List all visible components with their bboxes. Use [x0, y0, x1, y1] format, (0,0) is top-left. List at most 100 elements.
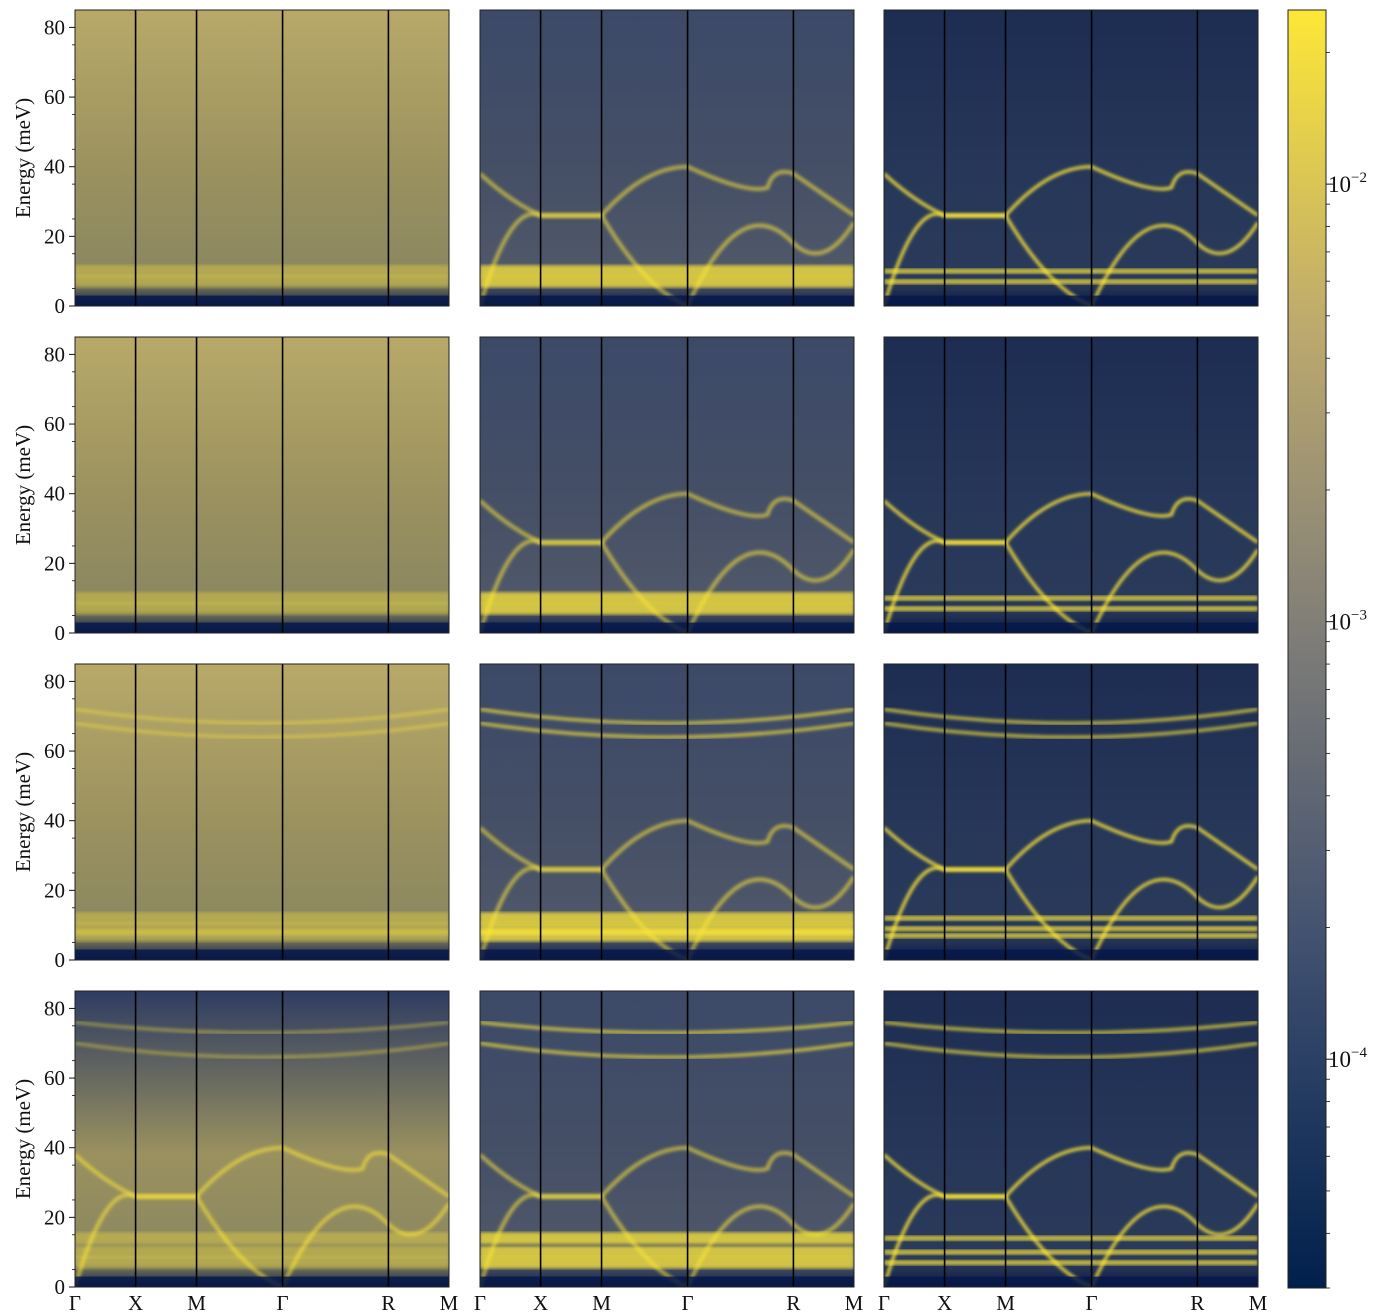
low-energy-strip [75, 1276, 449, 1287]
dispersion-band [480, 491, 854, 545]
colorbar-tick-label: 10−3 [1328, 608, 1367, 635]
panel-r1-c3 [883, 9, 1259, 307]
x-tick-label: Γ [69, 1291, 81, 1313]
flat-band [884, 1235, 1258, 1241]
flat-band [480, 1232, 854, 1245]
flat-band [480, 1246, 854, 1259]
flat-band [480, 602, 854, 615]
low-energy-strip [75, 949, 449, 960]
panel-r3-c3 [883, 663, 1259, 961]
x-tick-label: M [996, 1291, 1015, 1313]
y-tick-label: 0 [55, 294, 66, 318]
flat-band [480, 912, 854, 925]
low-energy-strip [75, 295, 449, 306]
heatmap-background [480, 10, 854, 306]
y-tick-label: 60 [44, 1066, 65, 1090]
panel-frame [883, 990, 1259, 1288]
panel-frame [74, 663, 450, 961]
flat-band [480, 592, 854, 605]
low-energy-strip [480, 622, 854, 633]
low-energy-strip [884, 949, 1258, 960]
optical-band [480, 707, 854, 725]
flat-band [884, 268, 1258, 274]
y-tick-label: 20 [44, 551, 65, 575]
panel-r4-c1: 0 20 40 60 80 Energy (meV) Γ X M Γ R M [11, 990, 459, 1313]
panel-frame [883, 336, 1259, 634]
x-tick-label: X [533, 1291, 548, 1313]
panel-r1-c2 [479, 9, 855, 307]
low-energy-strip [480, 295, 854, 306]
x-tick-label: M [845, 1291, 864, 1313]
panel-r3-c1: 0 20 40 60 80 Energy (meV) [11, 663, 450, 972]
y-tick-label: 20 [44, 1205, 65, 1229]
optical-band [884, 1020, 1258, 1035]
optical-band [75, 721, 449, 739]
heatmap-background [480, 337, 854, 633]
y-tick-label: 80 [44, 669, 65, 693]
panel-frame [74, 990, 450, 1288]
panel-r2-c1: 0 20 40 60 80 Energy (meV) [11, 336, 450, 645]
y-tick-label: 0 [55, 621, 66, 645]
heatmap-background [884, 10, 1258, 306]
flat-band [75, 929, 449, 942]
optical-band [884, 1041, 1258, 1059]
low-energy-strip [884, 622, 1258, 633]
y-tick-label: 60 [44, 739, 65, 763]
optical-band [75, 707, 449, 725]
x-tick-label: Γ [474, 1291, 486, 1313]
y-tick-label: 40 [44, 809, 65, 833]
colorbar-tick-label: 10−2 [1328, 170, 1367, 197]
y-axis-label: Energy (meV) [11, 1079, 35, 1199]
flat-band [75, 1256, 449, 1269]
panel-r2-c3 [883, 336, 1259, 634]
dispersion-band [884, 819, 1258, 871]
y-tick-label: 20 [44, 224, 65, 248]
dispersion-band [884, 492, 1258, 544]
flat-band [75, 602, 449, 615]
x-tick-label: M [1249, 1291, 1268, 1313]
low-energy-strip [480, 949, 854, 960]
flat-band [75, 265, 449, 278]
flat-band [75, 592, 449, 605]
y-axis-label: Energy (meV) [11, 752, 35, 872]
x-tick-label: Γ [878, 1291, 890, 1313]
flat-band [75, 1232, 449, 1245]
x-tick-label: R [1190, 1291, 1204, 1313]
panel-frame [479, 663, 855, 961]
y-tick-label: 80 [44, 342, 65, 366]
flat-band [884, 1260, 1258, 1266]
low-energy-strip [480, 1276, 854, 1287]
flat-band [884, 606, 1258, 612]
flat-band [480, 929, 854, 942]
flat-band [480, 275, 854, 288]
flat-band [480, 265, 854, 278]
flat-band [75, 912, 449, 925]
x-tick-label: M [440, 1291, 459, 1313]
dispersion-band [480, 818, 854, 872]
x-tick-label: Γ [681, 1291, 693, 1313]
heatmap-background [75, 337, 449, 633]
flat-band [884, 279, 1258, 285]
y-tick-label: 0 [55, 948, 66, 972]
low-energy-strip [884, 295, 1258, 306]
colorbar: 10−4 10−3 10−2 [1287, 9, 1367, 1289]
panel-grid: 0 20 40 60 80 Energy (meV) 0 20 40 60 80 Energy (me… [11, 9, 1268, 1313]
optical-band [884, 721, 1258, 739]
heatmap-background [480, 664, 854, 960]
x-tick-label: M [592, 1291, 611, 1313]
panel-frame [883, 663, 1259, 961]
panel-frame [479, 990, 855, 1288]
y-tick-label: 40 [44, 482, 65, 506]
colorbar-gradient [1287, 9, 1327, 1289]
panel-frame [74, 336, 450, 634]
optical-band [480, 721, 854, 739]
flat-band [884, 915, 1258, 921]
panel-frame [883, 9, 1259, 307]
low-energy-strip [75, 622, 449, 633]
optical-band [884, 707, 1258, 725]
flat-band [884, 1249, 1258, 1255]
panel-r3-c2 [479, 663, 855, 961]
y-tick-label: 60 [44, 412, 65, 436]
